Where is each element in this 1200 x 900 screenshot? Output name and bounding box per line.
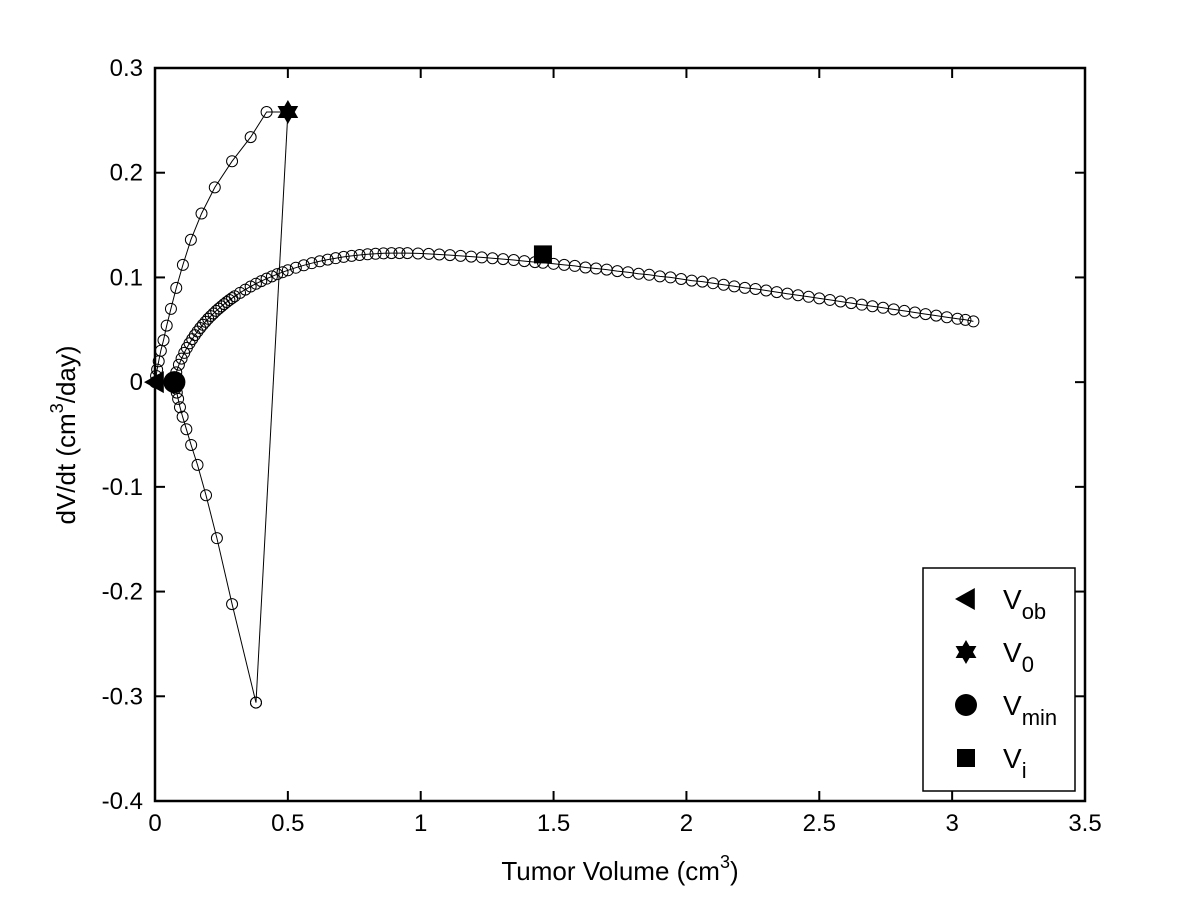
data-point bbox=[157, 334, 170, 347]
data-point bbox=[959, 313, 972, 326]
y-tick-label: 0 bbox=[130, 369, 143, 396]
data-point bbox=[176, 258, 189, 271]
data-point bbox=[208, 181, 221, 194]
marker-star-down-triangle bbox=[277, 106, 299, 124]
data-point bbox=[260, 105, 273, 118]
data-point bbox=[305, 257, 318, 270]
legend-label: V0 bbox=[1003, 637, 1034, 677]
data-point bbox=[249, 696, 262, 709]
y-tick-label: 0.1 bbox=[110, 264, 143, 291]
data-point bbox=[967, 315, 980, 328]
y-tick-label: -0.3 bbox=[102, 683, 143, 710]
data-point bbox=[173, 401, 186, 414]
marker-star bbox=[277, 100, 299, 124]
legend-symbol-square bbox=[957, 749, 975, 767]
data-point bbox=[271, 268, 284, 281]
x-tick-label: 1.5 bbox=[537, 810, 570, 837]
x-axis-label: Tumor Volume (cm3) bbox=[501, 852, 738, 886]
data-point bbox=[255, 275, 268, 288]
data-point bbox=[210, 532, 223, 545]
legend-box bbox=[922, 567, 1076, 792]
data-point bbox=[180, 423, 193, 436]
data-point bbox=[172, 358, 185, 371]
data-point bbox=[184, 233, 197, 246]
data-point bbox=[951, 312, 964, 325]
data-point bbox=[260, 272, 273, 285]
legend-entries: Vob V0 Vmin Vi bbox=[955, 584, 1057, 783]
legend-symbol-circle bbox=[955, 694, 977, 716]
legend-symbol-triangle-left bbox=[955, 588, 975, 610]
data-point bbox=[289, 261, 302, 274]
data-point bbox=[226, 155, 239, 168]
data-point bbox=[195, 207, 208, 220]
data-point bbox=[265, 270, 278, 283]
legend-symbol-star bbox=[955, 640, 977, 664]
data-point bbox=[329, 252, 342, 265]
y-tick-label: -0.1 bbox=[102, 474, 143, 501]
data-point bbox=[393, 247, 406, 260]
legend: Vob V0 Vmin Vi bbox=[922, 567, 1076, 792]
data-point bbox=[170, 281, 183, 294]
y-axis-label-end: /day) bbox=[51, 345, 81, 403]
y-tick-label: 0.3 bbox=[110, 55, 143, 82]
y-tick-label: -0.2 bbox=[102, 579, 143, 606]
series-line bbox=[173, 252, 974, 383]
x-tick-label: 3.5 bbox=[1068, 810, 1101, 837]
y-axis-label-superscript: 3 bbox=[47, 403, 67, 413]
x-tick-label: 2 bbox=[680, 810, 693, 837]
data-point bbox=[337, 250, 350, 263]
data-point bbox=[185, 438, 198, 451]
x-axis-label-end: ) bbox=[730, 856, 739, 886]
data-point bbox=[175, 352, 188, 365]
data-point bbox=[276, 266, 289, 279]
data-point bbox=[200, 489, 213, 502]
x-tick-label: 1 bbox=[414, 810, 427, 837]
y-tick-label: -0.4 bbox=[102, 788, 143, 815]
ticks-layer: 0 0.5 1 1.5 2 2.5 3 3.5 0.3 0.2 0.1 0 -0.1 -0.2 -0.3 -0… bbox=[102, 55, 1102, 837]
plot-frame bbox=[153, 66, 1087, 803]
x-axis-label-superscript: 3 bbox=[720, 852, 730, 872]
data-point bbox=[361, 248, 374, 261]
data-point bbox=[345, 249, 358, 262]
marker-circle bbox=[163, 371, 186, 394]
x-tick-label: 0.5 bbox=[271, 810, 304, 837]
data-point bbox=[369, 247, 382, 260]
y-tick-label: 0.2 bbox=[110, 160, 143, 187]
x-tick-label: 2.5 bbox=[803, 810, 836, 837]
series-line bbox=[255, 111, 289, 703]
data-point bbox=[385, 247, 398, 260]
data-point bbox=[297, 259, 310, 272]
data-point bbox=[176, 410, 189, 423]
x-tick-label: 3 bbox=[945, 810, 958, 837]
x-tick-label: 0 bbox=[148, 810, 161, 837]
marker-square bbox=[533, 245, 552, 264]
data-point bbox=[249, 277, 262, 290]
data-point bbox=[226, 598, 239, 611]
y-axis-label: dV/dt (cm3/day) bbox=[47, 345, 81, 524]
legend-label: Vi bbox=[1003, 743, 1027, 783]
data-point bbox=[281, 264, 294, 277]
data-point bbox=[353, 249, 366, 262]
data-point bbox=[321, 253, 334, 266]
data-point bbox=[164, 302, 177, 315]
data-point bbox=[191, 458, 204, 471]
data-point bbox=[313, 255, 326, 268]
legend-label: Vmin bbox=[1003, 690, 1057, 730]
legend-label: Vob bbox=[1003, 584, 1046, 624]
legend-symbol-star-down-triangle bbox=[955, 646, 977, 664]
data-point bbox=[160, 319, 173, 332]
data-point bbox=[377, 247, 390, 260]
data-point bbox=[244, 131, 257, 144]
